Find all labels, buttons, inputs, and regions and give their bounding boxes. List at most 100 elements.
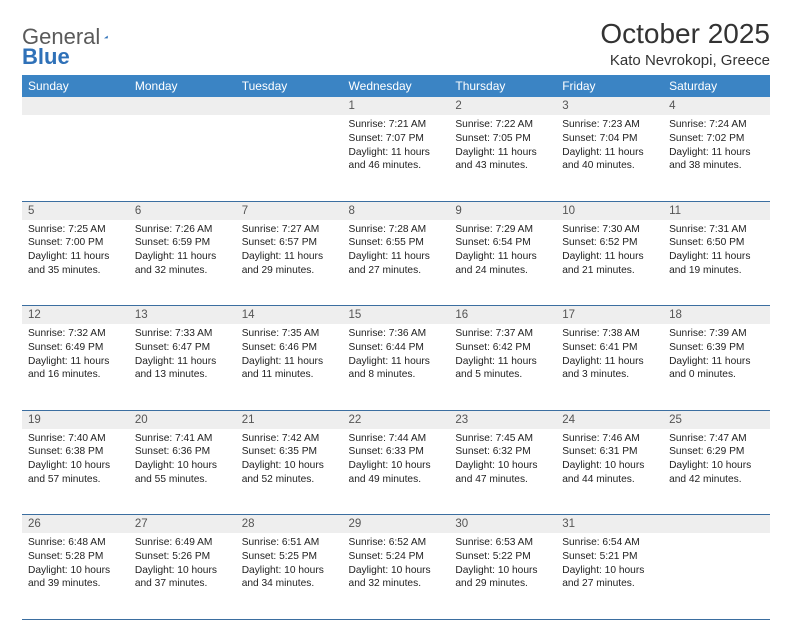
sunset-line: Sunset: 6:39 PM — [669, 341, 764, 355]
sunset-line: Sunset: 7:05 PM — [455, 132, 550, 146]
day-cell-body: Sunrise: 7:21 AMSunset: 7:07 PMDaylight:… — [343, 115, 450, 179]
day-cell: Sunrise: 7:25 AMSunset: 7:00 PMDaylight:… — [22, 220, 129, 306]
sunset-line: Sunset: 7:04 PM — [562, 132, 657, 146]
logo-text-blue: Blue — [22, 44, 70, 70]
day-cell: Sunrise: 7:42 AMSunset: 6:35 PMDaylight:… — [236, 429, 343, 515]
sunrise-line: Sunrise: 7:27 AM — [242, 223, 337, 237]
week-row: Sunrise: 7:32 AMSunset: 6:49 PMDaylight:… — [22, 324, 770, 410]
sunrise-line: Sunrise: 7:21 AM — [349, 118, 444, 132]
sunset-line: Sunset: 5:26 PM — [135, 550, 230, 564]
day-number-cell: 16 — [449, 306, 556, 325]
daylight-line: Daylight: 11 hours and 40 minutes. — [562, 146, 657, 174]
day-number-cell: 14 — [236, 306, 343, 325]
sunrise-line: Sunrise: 7:41 AM — [135, 432, 230, 446]
day-cell-body: Sunrise: 7:47 AMSunset: 6:29 PMDaylight:… — [663, 429, 770, 493]
day-number-cell: 29 — [343, 515, 450, 534]
day-header: Saturday — [663, 75, 770, 97]
day-cell — [129, 115, 236, 201]
day-cell: Sunrise: 7:47 AMSunset: 6:29 PMDaylight:… — [663, 429, 770, 515]
day-number-cell: 25 — [663, 410, 770, 429]
sunset-line: Sunset: 6:57 PM — [242, 236, 337, 250]
sunset-line: Sunset: 6:44 PM — [349, 341, 444, 355]
sunrise-line: Sunrise: 7:33 AM — [135, 327, 230, 341]
day-cell: Sunrise: 7:21 AMSunset: 7:07 PMDaylight:… — [343, 115, 450, 201]
day-number-cell: 11 — [663, 201, 770, 220]
day-number-cell: 2 — [449, 97, 556, 115]
sunrise-line: Sunrise: 7:28 AM — [349, 223, 444, 237]
sunrise-line: Sunrise: 6:52 AM — [349, 536, 444, 550]
day-number-row: 1234 — [22, 97, 770, 115]
day-cell: Sunrise: 7:39 AMSunset: 6:39 PMDaylight:… — [663, 324, 770, 410]
sunset-line: Sunset: 6:29 PM — [669, 445, 764, 459]
daylight-line: Daylight: 11 hours and 27 minutes. — [349, 250, 444, 278]
day-cell — [236, 115, 343, 201]
day-cell: Sunrise: 7:36 AMSunset: 6:44 PMDaylight:… — [343, 324, 450, 410]
sunrise-line: Sunrise: 7:29 AM — [455, 223, 550, 237]
day-cell: Sunrise: 7:26 AMSunset: 6:59 PMDaylight:… — [129, 220, 236, 306]
day-number-cell — [663, 515, 770, 534]
day-number-cell: 24 — [556, 410, 663, 429]
sunrise-line: Sunrise: 6:53 AM — [455, 536, 550, 550]
day-header-row: Sunday Monday Tuesday Wednesday Thursday… — [22, 75, 770, 97]
daylight-line: Daylight: 11 hours and 0 minutes. — [669, 355, 764, 383]
day-cell-body: Sunrise: 7:28 AMSunset: 6:55 PMDaylight:… — [343, 220, 450, 284]
day-cell-body: Sunrise: 7:22 AMSunset: 7:05 PMDaylight:… — [449, 115, 556, 179]
day-number-row: 567891011 — [22, 201, 770, 220]
sunrise-line: Sunrise: 6:51 AM — [242, 536, 337, 550]
sunset-line: Sunset: 6:59 PM — [135, 236, 230, 250]
day-header: Monday — [129, 75, 236, 97]
daylight-line: Daylight: 11 hours and 19 minutes. — [669, 250, 764, 278]
day-cell-body: Sunrise: 6:48 AMSunset: 5:28 PMDaylight:… — [22, 533, 129, 597]
month-title: October 2025 — [600, 18, 770, 50]
day-cell-body: Sunrise: 7:36 AMSunset: 6:44 PMDaylight:… — [343, 324, 450, 388]
calendar-body: 1234Sunrise: 7:21 AMSunset: 7:07 PMDayli… — [22, 97, 770, 619]
daylight-line: Daylight: 11 hours and 5 minutes. — [455, 355, 550, 383]
day-number-cell: 3 — [556, 97, 663, 115]
day-number-cell: 22 — [343, 410, 450, 429]
day-cell: Sunrise: 7:40 AMSunset: 6:38 PMDaylight:… — [22, 429, 129, 515]
daylight-line: Daylight: 11 hours and 21 minutes. — [562, 250, 657, 278]
daylight-line: Daylight: 11 hours and 46 minutes. — [349, 146, 444, 174]
sunset-line: Sunset: 5:25 PM — [242, 550, 337, 564]
daylight-line: Daylight: 10 hours and 47 minutes. — [455, 459, 550, 487]
sunrise-line: Sunrise: 7:35 AM — [242, 327, 337, 341]
day-cell: Sunrise: 7:29 AMSunset: 6:54 PMDaylight:… — [449, 220, 556, 306]
sunrise-line: Sunrise: 7:40 AM — [28, 432, 123, 446]
sunrise-line: Sunrise: 7:23 AM — [562, 118, 657, 132]
day-number-cell — [22, 97, 129, 115]
daylight-line: Daylight: 10 hours and 37 minutes. — [135, 564, 230, 592]
sunset-line: Sunset: 6:31 PM — [562, 445, 657, 459]
sunrise-line: Sunrise: 7:25 AM — [28, 223, 123, 237]
day-number-cell: 18 — [663, 306, 770, 325]
sunrise-line: Sunrise: 7:46 AM — [562, 432, 657, 446]
day-cell: Sunrise: 7:23 AMSunset: 7:04 PMDaylight:… — [556, 115, 663, 201]
daylight-line: Daylight: 11 hours and 35 minutes. — [28, 250, 123, 278]
day-number-cell: 5 — [22, 201, 129, 220]
sunrise-line: Sunrise: 7:24 AM — [669, 118, 764, 132]
day-cell-body: Sunrise: 7:23 AMSunset: 7:04 PMDaylight:… — [556, 115, 663, 179]
calendar-page: General October 2025 Kato Nevrokopi, Gre… — [0, 0, 792, 630]
sunrise-line: Sunrise: 7:42 AM — [242, 432, 337, 446]
day-cell-body: Sunrise: 7:32 AMSunset: 6:49 PMDaylight:… — [22, 324, 129, 388]
day-header: Tuesday — [236, 75, 343, 97]
day-number-cell: 26 — [22, 515, 129, 534]
daylight-line: Daylight: 11 hours and 13 minutes. — [135, 355, 230, 383]
daylight-line: Daylight: 10 hours and 42 minutes. — [669, 459, 764, 487]
daylight-line: Daylight: 10 hours and 49 minutes. — [349, 459, 444, 487]
day-number-cell: 15 — [343, 306, 450, 325]
day-number-cell: 20 — [129, 410, 236, 429]
daylight-line: Daylight: 10 hours and 44 minutes. — [562, 459, 657, 487]
location-label: Kato Nevrokopi, Greece — [600, 52, 770, 69]
day-cell-body: Sunrise: 7:41 AMSunset: 6:36 PMDaylight:… — [129, 429, 236, 493]
daylight-line: Daylight: 11 hours and 43 minutes. — [455, 146, 550, 174]
day-number-cell: 13 — [129, 306, 236, 325]
day-cell: Sunrise: 7:45 AMSunset: 6:32 PMDaylight:… — [449, 429, 556, 515]
day-cell: Sunrise: 6:53 AMSunset: 5:22 PMDaylight:… — [449, 533, 556, 619]
day-cell — [663, 533, 770, 619]
sunset-line: Sunset: 6:52 PM — [562, 236, 657, 250]
day-cell: Sunrise: 7:22 AMSunset: 7:05 PMDaylight:… — [449, 115, 556, 201]
sunset-line: Sunset: 6:50 PM — [669, 236, 764, 250]
day-cell: Sunrise: 7:46 AMSunset: 6:31 PMDaylight:… — [556, 429, 663, 515]
day-number-cell: 9 — [449, 201, 556, 220]
daylight-line: Daylight: 10 hours and 27 minutes. — [562, 564, 657, 592]
